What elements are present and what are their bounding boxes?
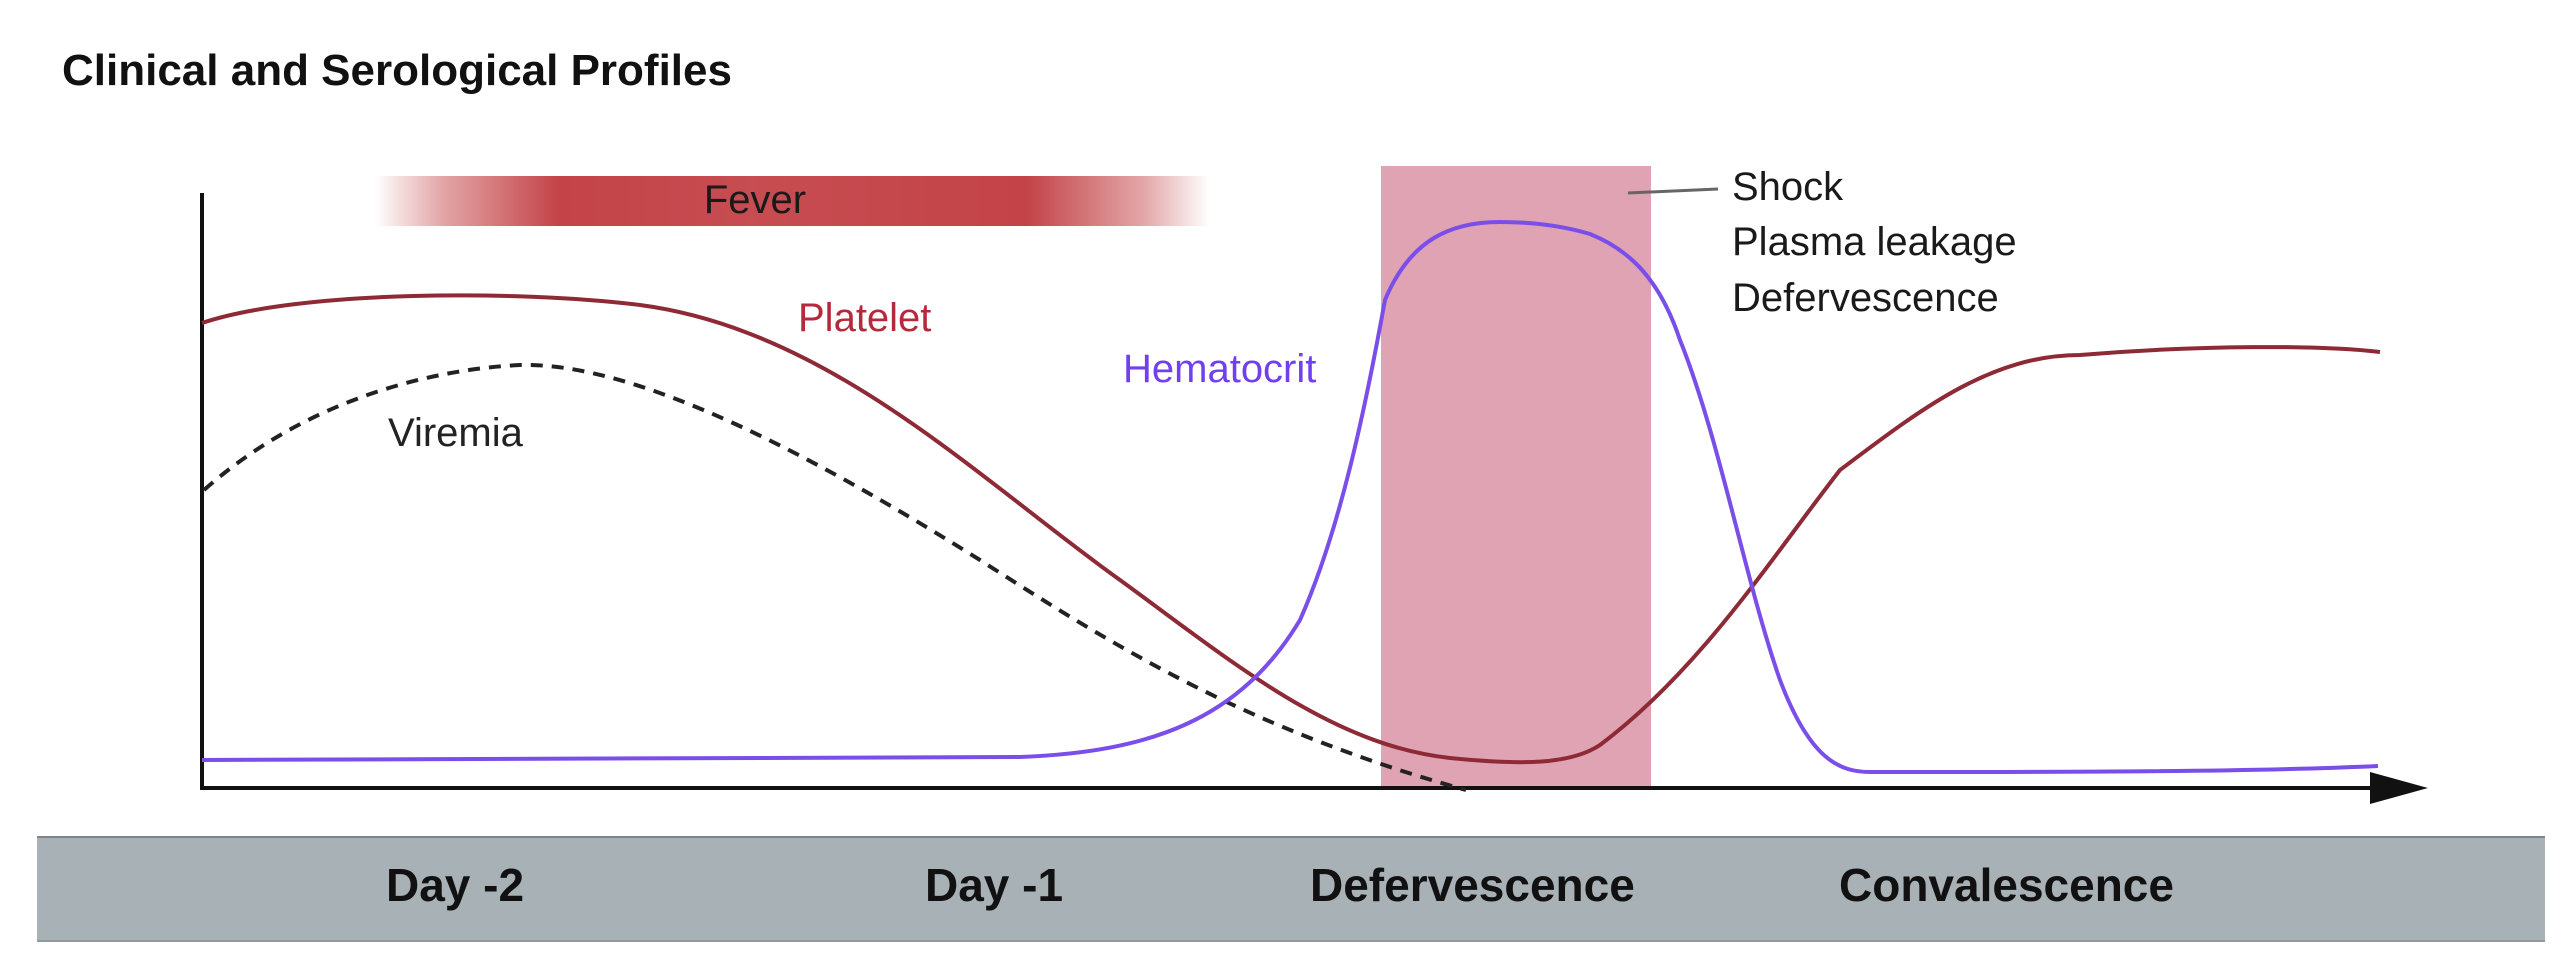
viremia-curve [202,362,1467,792]
stage-convalescence: Convalescence [1839,859,2174,911]
fever-label: Fever [704,178,806,222]
plasma-leakage-label: Plasma leakage [1732,220,2017,264]
stage-day-minus-1: Day -1 [925,859,1064,911]
critical-phase-leader-line [1627,187,1719,195]
hematocrit-curve [201,219,2379,775]
page-title: Clinical and Serological Profiles [62,46,732,95]
platelet-label: Platelet [798,296,931,340]
platelet-curve [201,293,2381,765]
fever-bar [375,176,1210,226]
hematocrit-label: Hematocrit [1123,347,1316,391]
x-axis-arrowhead [2370,772,2428,804]
stage-defervescence: Defervescence [1310,859,1635,911]
timeline-band [37,836,2545,942]
stage-day-minus-2: Day -2 [386,859,525,911]
viremia-label: Viremia [388,411,524,455]
critical-phase-band [1381,166,1651,786]
defervescence-phase-label: Defervescence [1732,276,1999,320]
shock-label: Shock [1732,165,1844,209]
